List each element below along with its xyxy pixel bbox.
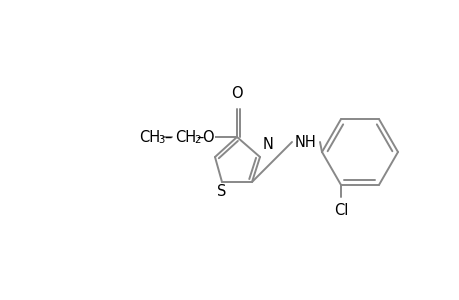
Text: –: – <box>196 130 203 145</box>
Text: N: N <box>263 137 273 152</box>
Text: Cl: Cl <box>333 203 347 218</box>
Text: 3: 3 <box>157 135 164 145</box>
Text: O: O <box>202 130 213 145</box>
Text: NH: NH <box>295 134 316 149</box>
Text: S: S <box>217 184 226 199</box>
Text: CH: CH <box>139 130 160 145</box>
Text: O: O <box>231 86 242 101</box>
Text: 2: 2 <box>193 135 200 145</box>
Text: –: – <box>164 130 171 145</box>
Text: CH: CH <box>175 130 196 145</box>
